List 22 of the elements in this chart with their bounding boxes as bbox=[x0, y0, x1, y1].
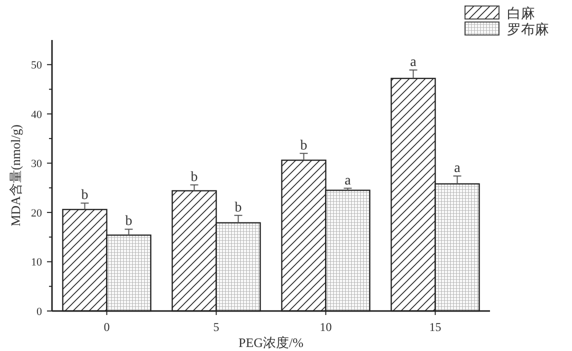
x-tick-label: 15 bbox=[429, 320, 442, 334]
y-tick-label: 0 bbox=[36, 306, 42, 318]
data-label: b bbox=[300, 138, 308, 154]
y-tick-label: 50 bbox=[31, 60, 42, 72]
y-tick-label: 40 bbox=[31, 108, 42, 121]
data-label: b bbox=[125, 214, 132, 230]
legend-label: 罗布麻 bbox=[507, 22, 549, 38]
x-axis-title: PEG浓度/% bbox=[238, 335, 304, 350]
data-label: a bbox=[454, 160, 462, 176]
y-tick-label: 30 bbox=[31, 158, 42, 170]
data-label: b bbox=[234, 200, 242, 216]
y-tick-label: 10 bbox=[31, 256, 42, 269]
legend-label: 白麻 bbox=[507, 6, 535, 22]
x-tick-label: 10 bbox=[320, 320, 332, 334]
x-tick-label: 5 bbox=[213, 320, 220, 334]
y-axis-title: MDA含量(nmol/g) bbox=[8, 124, 23, 226]
x-tick-label: 0 bbox=[104, 320, 110, 334]
data-label: b bbox=[190, 170, 198, 185]
y-tick-label: 20 bbox=[31, 207, 42, 220]
data-label: b bbox=[81, 188, 88, 204]
data-label: a bbox=[410, 55, 418, 70]
data-label: a bbox=[344, 173, 352, 188]
